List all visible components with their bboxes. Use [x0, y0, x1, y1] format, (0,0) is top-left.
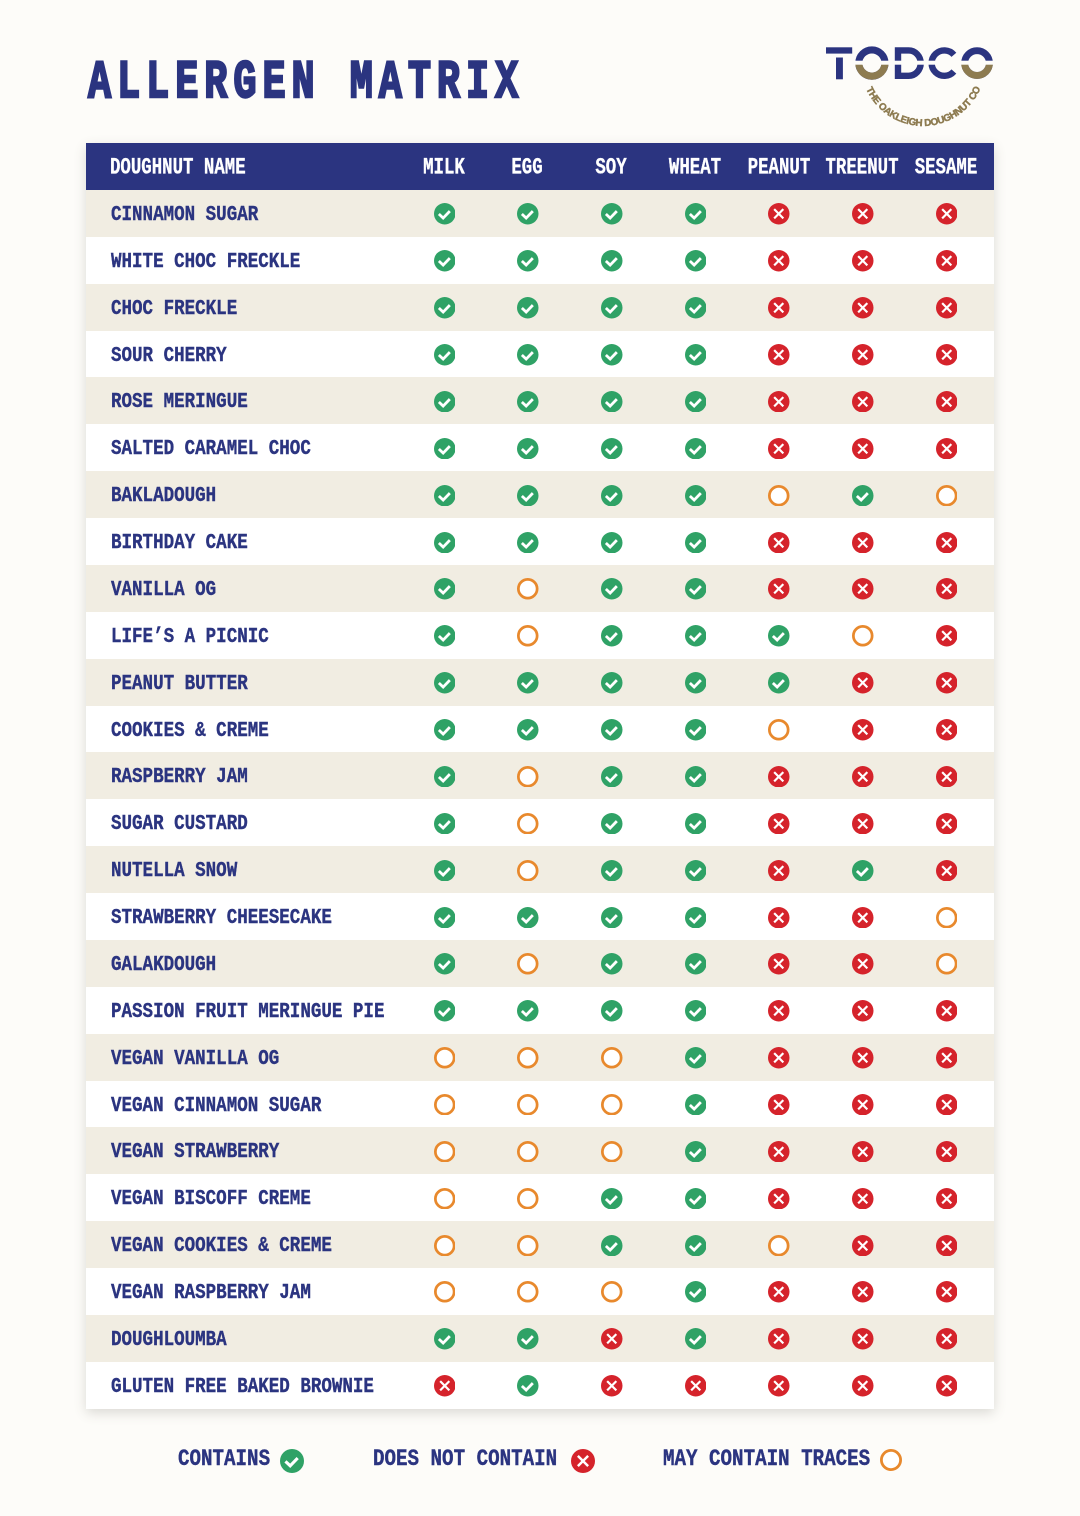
svg-text:THE OAKLEIGH DOUGHNUT CO: THE OAKLEIGH DOUGHNUT CO [863, 84, 983, 129]
